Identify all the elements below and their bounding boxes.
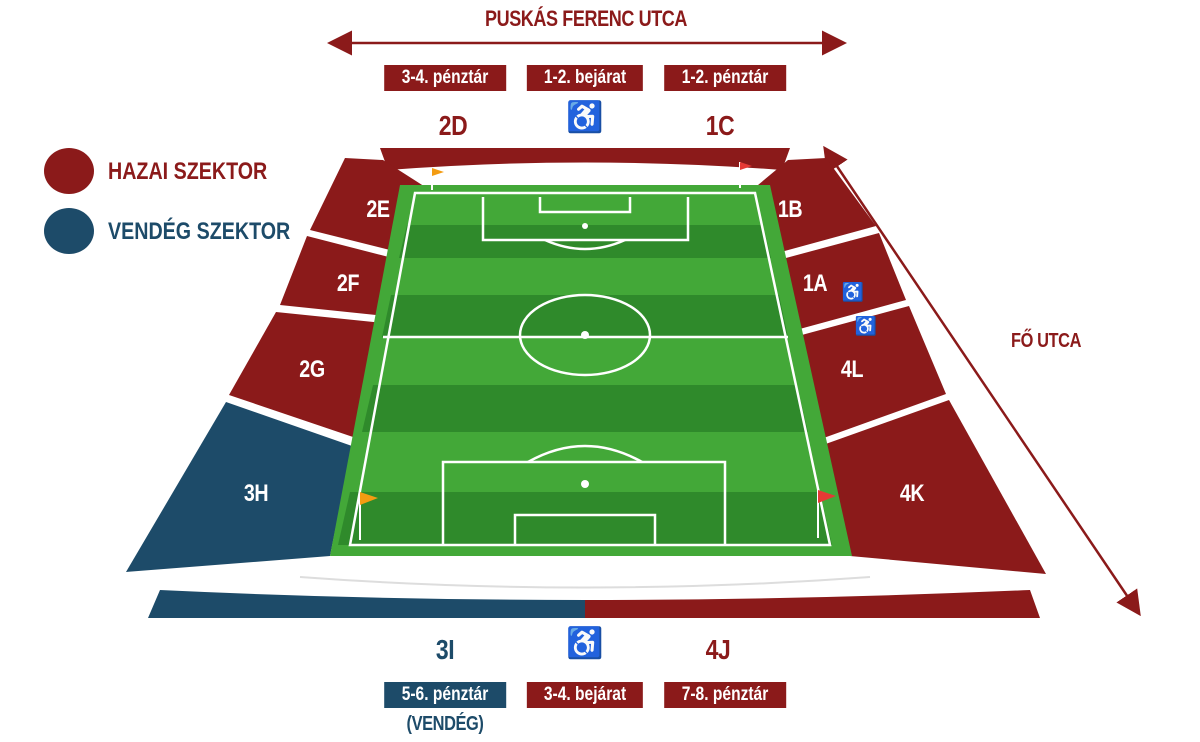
- wheelchair-icon-bottom: ♿: [566, 627, 604, 660]
- wheelchair-icon: ♿: [566, 101, 604, 134]
- sector-label-1c: 1C: [705, 110, 735, 141]
- legend-away-dot: [44, 208, 94, 254]
- sector-4l[interactable]: [798, 306, 946, 440]
- sector-label-2e: 2E: [366, 196, 390, 223]
- street-arrow-right: [823, 145, 1141, 617]
- sector-label-2d: 2D: [438, 110, 468, 141]
- sector-1a[interactable]: [771, 233, 906, 330]
- sector-label-4j: 4J: [705, 634, 731, 665]
- street-name-right: FŐ UTCA: [1010, 330, 1082, 352]
- sector-label-4k: 4K: [899, 480, 925, 507]
- wheelchair-icon-4l: ♿: [854, 316, 878, 336]
- sector-3h[interactable]: [126, 402, 352, 572]
- legend-home-label: HAZAI SZEKTOR: [108, 158, 268, 185]
- sector-label-3h: 3H: [243, 480, 269, 507]
- football-pitch: [330, 162, 852, 556]
- sector-label-3i: 3I: [435, 634, 455, 665]
- street-name-top: PUSKÁS FERENC UTCA: [484, 6, 688, 31]
- wheelchair-icon-1a: ♿: [841, 282, 865, 302]
- sector-2f[interactable]: [280, 236, 408, 316]
- tag-7-8-penztar: 7-8. pénztár: [664, 682, 786, 708]
- sector-2g[interactable]: [229, 312, 383, 438]
- sector-label-2g: 2G: [299, 356, 325, 383]
- sector-2d-1c-stand[interactable]: [380, 148, 790, 170]
- away-note: (VENDÉG): [406, 713, 484, 735]
- tag-5-6-penztar: 5-6. pénztár: [384, 682, 506, 708]
- sector-4k[interactable]: [820, 400, 1046, 574]
- tag-3-4-penztar: 3-4. pénztár: [384, 65, 506, 91]
- sector-3i-stand[interactable]: [148, 590, 585, 618]
- sector-1b[interactable]: [752, 158, 876, 255]
- sector-label-1b: 1B: [777, 196, 803, 223]
- sector-label-4l: 4L: [840, 356, 864, 383]
- tag-1-2-penztar: 1-2. pénztár: [664, 65, 786, 91]
- sector-label-1a: 1A: [802, 270, 828, 297]
- sector-label-2f: 2F: [336, 270, 360, 297]
- tag-3-4-bejarat: 3-4. bejárat: [526, 682, 644, 708]
- sector-4j-stand[interactable]: [585, 590, 1040, 618]
- legend-home-dot: [44, 148, 94, 194]
- tag-1-2-bejarat: 1-2. bejárat: [526, 65, 644, 91]
- legend-away-label: VENDÉG SZEKTOR: [108, 218, 291, 245]
- corner-flags: [359, 162, 836, 540]
